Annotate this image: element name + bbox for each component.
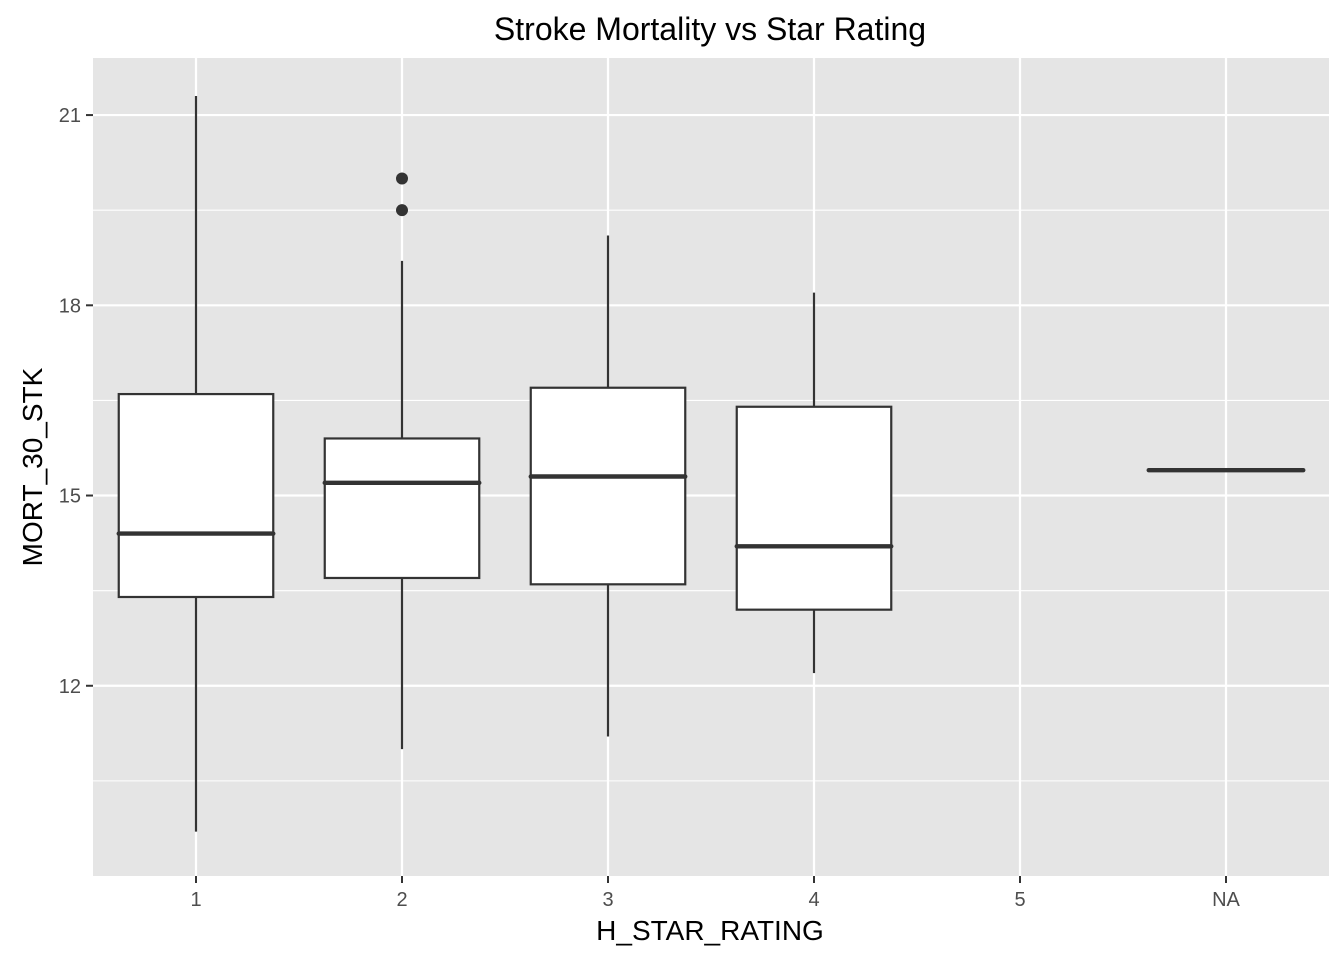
y-axis-title: MORT_30_STK [17, 367, 48, 566]
x-tick-label: 3 [602, 889, 613, 911]
x-tick-label: 2 [396, 889, 407, 911]
y-tick-label: 15 [59, 486, 81, 508]
box-iqr [119, 394, 274, 597]
x-tick-label: 4 [808, 889, 819, 911]
x-axis-title: H_STAR_RATING [596, 915, 824, 946]
box-iqr [325, 438, 480, 578]
chart-title: Stroke Mortality vs Star Rating [494, 11, 926, 47]
box-iqr [531, 388, 686, 585]
x-tick-label: 1 [190, 889, 201, 911]
y-tick-label: 21 [59, 105, 81, 127]
x-tick-label: NA [1212, 889, 1240, 911]
box-iqr [737, 407, 892, 610]
outlier-point [396, 204, 408, 216]
plot-panel [93, 58, 1329, 876]
y-tick-label: 12 [59, 676, 81, 698]
outlier-point [396, 172, 408, 184]
y-tick-label: 18 [59, 295, 81, 317]
x-tick-label: 5 [1014, 889, 1025, 911]
